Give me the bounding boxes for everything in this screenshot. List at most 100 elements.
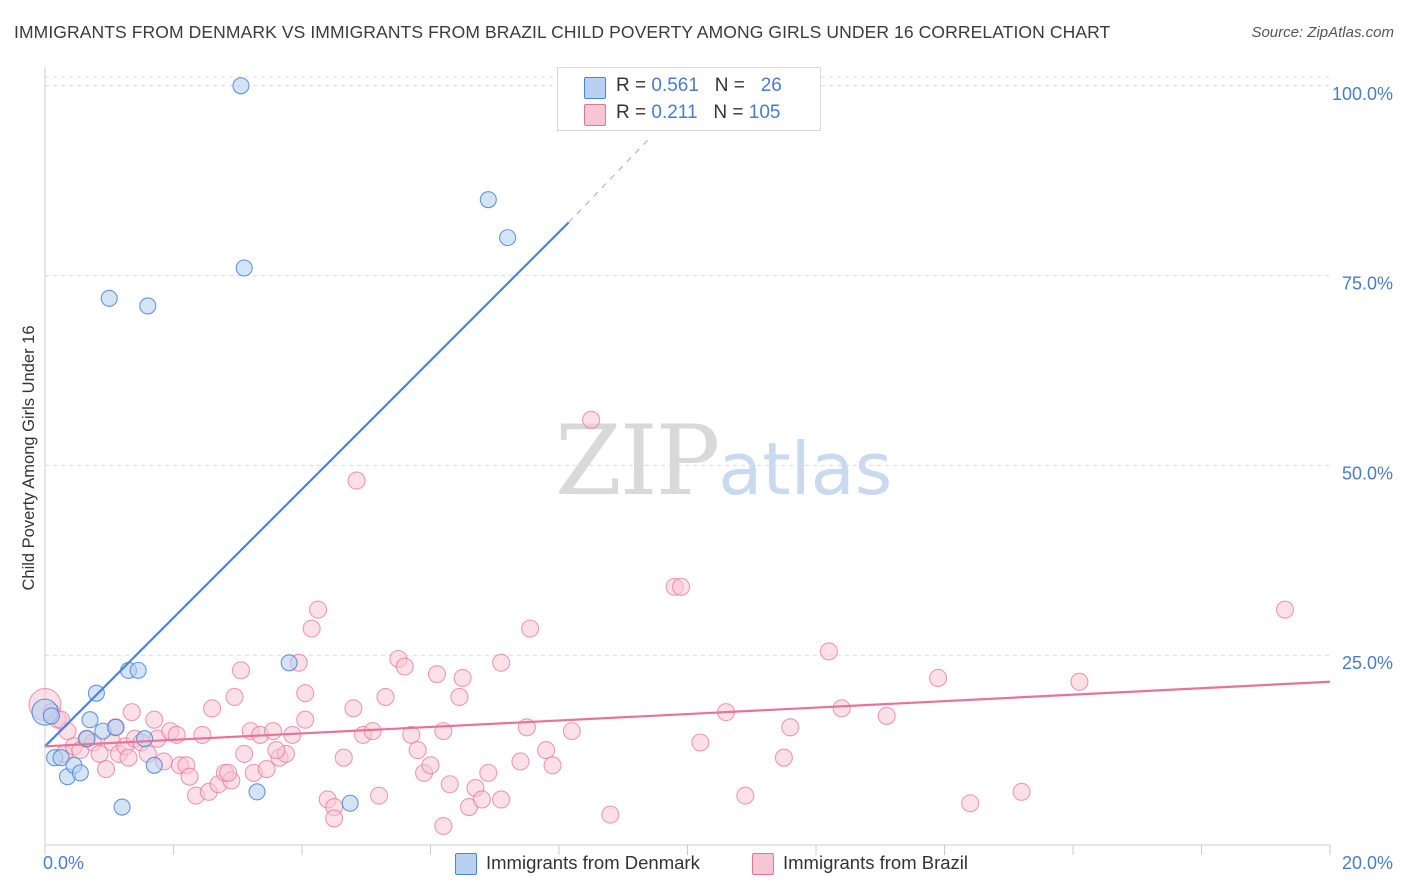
denmark-point — [100, 289, 118, 307]
brazil-point — [781, 718, 800, 737]
brazil-point — [479, 763, 498, 782]
legend-swatch-denmark — [584, 77, 606, 99]
brazil-point — [231, 661, 251, 680]
brazil-point — [434, 816, 453, 836]
brazil-point — [264, 722, 283, 741]
brazil-point — [774, 748, 793, 767]
y-tick-label: 50.0% — [1342, 463, 1393, 483]
brazil-point — [302, 619, 321, 638]
brazil-point — [203, 699, 222, 718]
watermark-zip: ZIP — [555, 405, 720, 517]
x-tick-label: 0.0% — [43, 853, 84, 873]
watermark: ZIPatlas — [555, 405, 892, 517]
denmark-point — [235, 259, 253, 277]
y-tick-label: 100.0% — [1332, 84, 1393, 104]
brazil-point — [296, 710, 315, 729]
denmark-trend-line — [44, 221, 570, 748]
brazil-point — [511, 752, 530, 771]
brazil-point — [180, 767, 199, 786]
brazil-point — [819, 642, 838, 661]
brazil-point — [395, 657, 414, 676]
brazil-point — [472, 790, 491, 809]
legend-r-value: 0.211 — [651, 102, 698, 123]
brazil-point — [325, 809, 344, 828]
brazil-point — [1070, 672, 1089, 691]
x-tick-label: 20.0% — [1342, 853, 1393, 873]
brazil-point — [347, 471, 366, 490]
trend-lines — [44, 138, 1331, 748]
watermark-atlas: atlas — [718, 427, 893, 511]
y-tick-label: 75.0% — [1342, 274, 1393, 294]
series-legend: Immigrants from Denmark Immigrants from … — [0, 850, 1406, 878]
brazil-point — [537, 741, 556, 760]
y-tick-label: 25.0% — [1342, 653, 1393, 673]
brazil-point — [145, 710, 164, 729]
brazil-trend-line — [44, 680, 1331, 748]
brazil-point — [267, 741, 286, 760]
denmark-point — [499, 229, 517, 247]
brazil-point — [235, 744, 254, 763]
brazil-point — [119, 748, 138, 767]
brazil-points — [28, 410, 1295, 836]
brazil-point — [440, 775, 459, 794]
brazil-point — [376, 687, 395, 707]
legend-r-label: R = — [616, 75, 647, 96]
brazil-point — [408, 741, 427, 760]
legend-n-label: N = — [714, 75, 745, 96]
brazil-point — [492, 653, 511, 672]
denmark-point — [129, 661, 147, 679]
brazil-point — [877, 706, 896, 725]
brazil-point — [453, 668, 472, 688]
brazil-point — [450, 687, 469, 707]
brazil-point — [370, 786, 389, 805]
brazil-point — [122, 703, 141, 722]
grid-lines — [45, 76, 1330, 656]
brazil-point — [96, 760, 116, 779]
brazil-point — [296, 684, 315, 703]
brazil-point — [832, 699, 851, 718]
denmark-point — [341, 794, 359, 812]
brazil-point — [672, 577, 691, 596]
denmark-point — [113, 798, 131, 816]
legend-r-value: 0.561 — [651, 75, 699, 96]
legend-n-value: 105 — [748, 102, 781, 123]
legend-swatch-brazil — [584, 104, 606, 126]
brazil-point — [334, 748, 353, 767]
denmark-point — [280, 654, 298, 672]
denmark-point — [81, 711, 99, 729]
legend-n-value: 26 — [760, 75, 782, 96]
correlation-legend: R = 0.561 N = 26 R = 0.211 N = 105 — [557, 67, 821, 131]
brazil-point — [691, 733, 710, 752]
brazil-point — [344, 699, 363, 718]
brazil-point — [543, 756, 562, 775]
denmark-point — [71, 764, 89, 782]
denmark-point — [52, 749, 70, 767]
source-credit: Source: ZipAtlas.com — [1251, 24, 1394, 41]
denmark-point — [232, 77, 250, 95]
legend-swatch-denmark — [455, 853, 477, 875]
legend-n-label: N = — [713, 102, 744, 123]
brazil-point — [1012, 782, 1031, 801]
brazil-point — [421, 756, 440, 775]
denmark-point — [479, 191, 497, 209]
brazil-point — [309, 600, 328, 619]
brazil-point — [427, 665, 446, 684]
brazil-point — [219, 763, 238, 782]
brazil-point — [562, 722, 581, 741]
denmark-point — [78, 730, 96, 748]
legend-r-label: R = — [616, 102, 647, 123]
brazil-point — [257, 760, 276, 779]
brazil-point — [492, 790, 511, 809]
denmark-point — [136, 730, 154, 748]
brazil-point — [90, 744, 109, 763]
legend-swatch-brazil — [752, 853, 774, 875]
denmark-point — [87, 684, 105, 702]
denmark-point — [145, 756, 163, 774]
brazil-point — [193, 725, 212, 744]
brazil-point — [521, 619, 540, 638]
denmark-point — [107, 718, 125, 736]
denmark-points — [31, 77, 517, 816]
denmark-point — [139, 297, 157, 315]
denmark-trend-extension — [568, 138, 650, 223]
